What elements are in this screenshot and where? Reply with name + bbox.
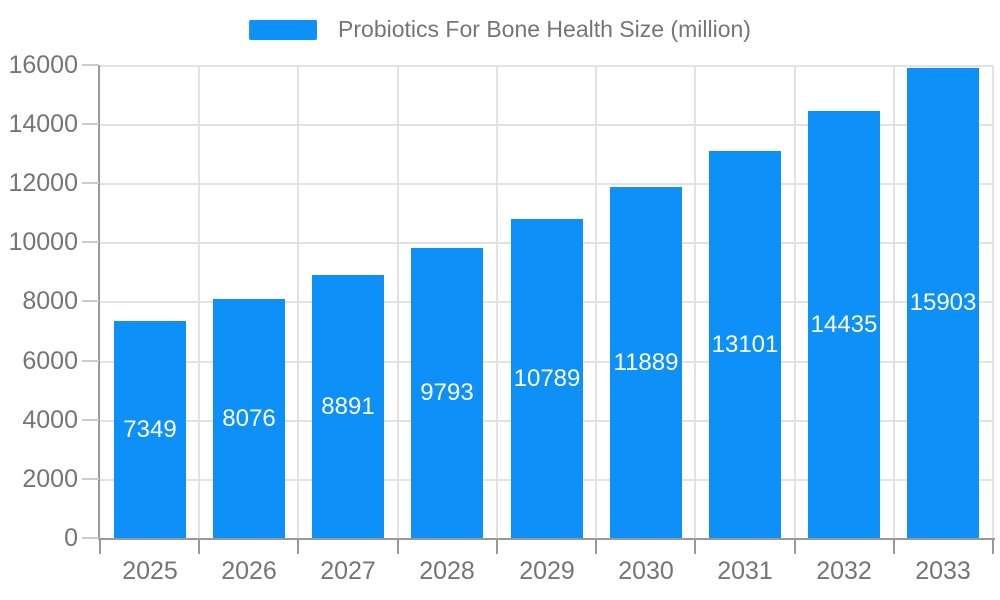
bar-2030[interactable]: 11889 [610, 187, 682, 538]
y-axis-label: 12000 [8, 169, 78, 197]
x-axis-tick [198, 540, 200, 554]
bar-value-label: 11889 [613, 348, 679, 376]
x-axis-label: 2028 [419, 557, 475, 585]
x-axis-label: 2033 [915, 557, 971, 585]
gridline-horizontal [100, 124, 993, 126]
bar-value-label: 8891 [321, 392, 375, 420]
bar-value-label: 7349 [123, 415, 177, 443]
gridline-vertical [595, 65, 597, 538]
gridline-vertical [794, 65, 796, 538]
y-axis-label: 0 [64, 524, 78, 552]
bar-value-label: 15903 [909, 289, 977, 316]
y-axis-tick [82, 478, 99, 480]
bar-value-label: 13101 [711, 330, 779, 358]
x-axis-tick [694, 540, 696, 554]
x-axis-tick [893, 540, 895, 554]
legend-swatch-icon [249, 19, 318, 40]
x-axis-tick [794, 540, 796, 554]
plot-area: 7349 8076 8891 9793 10789 11889 13101 14435 1590… [100, 65, 994, 538]
x-axis-label: 2025 [122, 557, 178, 585]
bar-value-label: 8076 [222, 404, 276, 432]
x-axis-line [98, 538, 995, 540]
x-axis-label: 2031 [717, 557, 773, 585]
x-axis-tick [397, 540, 399, 554]
bar-2026[interactable]: 8076 [213, 299, 285, 538]
bar-value-label: 14435 [810, 310, 878, 338]
y-axis-tick [82, 360, 99, 362]
bar-2032[interactable]: 14435 [808, 111, 880, 538]
y-axis-tick [82, 182, 99, 184]
legend-label: Probiotics For Bone Health Size (million… [338, 16, 751, 42]
x-axis-label: 2029 [519, 557, 575, 585]
bar-2028[interactable]: 9793 [411, 248, 483, 538]
x-axis-label: 2030 [618, 557, 674, 585]
x-axis-tick [496, 540, 498, 554]
x-axis-label: 2027 [320, 557, 376, 585]
x-axis-tick [99, 540, 101, 554]
gridline-horizontal [100, 65, 993, 67]
x-axis-tick [297, 540, 299, 554]
bar-2025[interactable]: 7349 [114, 321, 186, 538]
y-axis-tick [82, 300, 99, 302]
y-axis-tick [82, 537, 99, 539]
y-axis-label: 16000 [8, 51, 78, 79]
y-axis-label: 10000 [8, 228, 78, 256]
gridline-vertical [297, 65, 299, 538]
bar-value-label: 10789 [513, 364, 581, 392]
y-axis-label: 8000 [22, 287, 78, 315]
y-axis-line [98, 65, 100, 540]
legend-item[interactable]: Probiotics For Bone Health Size (million… [249, 16, 751, 43]
gridline-vertical [893, 65, 895, 538]
y-axis-tick [82, 419, 99, 421]
bar-2027[interactable]: 8891 [312, 275, 384, 538]
y-axis-label: 4000 [22, 406, 78, 434]
x-axis-tick [992, 540, 994, 554]
y-axis-tick [82, 64, 99, 66]
gridline-vertical [694, 65, 696, 538]
bar-2033[interactable]: 15903 [907, 68, 979, 538]
y-axis-tick [82, 241, 99, 243]
bar-value-label: 9793 [420, 379, 474, 406]
x-axis-label: 2032 [816, 557, 872, 585]
gridline-vertical [397, 65, 399, 538]
legend: Probiotics For Bone Health Size (million… [249, 16, 751, 43]
x-axis-tick [595, 540, 597, 554]
x-axis-label: 2026 [221, 557, 277, 585]
y-axis-label: 2000 [22, 465, 78, 493]
gridline-vertical [496, 65, 498, 538]
bar-2029[interactable]: 10789 [511, 219, 583, 538]
gridline-vertical [992, 65, 994, 538]
gridline-vertical [198, 65, 200, 538]
y-axis-tick [82, 123, 99, 125]
y-axis-label: 14000 [8, 110, 78, 138]
y-axis-label: 6000 [22, 347, 78, 375]
bar-2031[interactable]: 13101 [709, 151, 781, 538]
gridline-horizontal [100, 183, 993, 185]
